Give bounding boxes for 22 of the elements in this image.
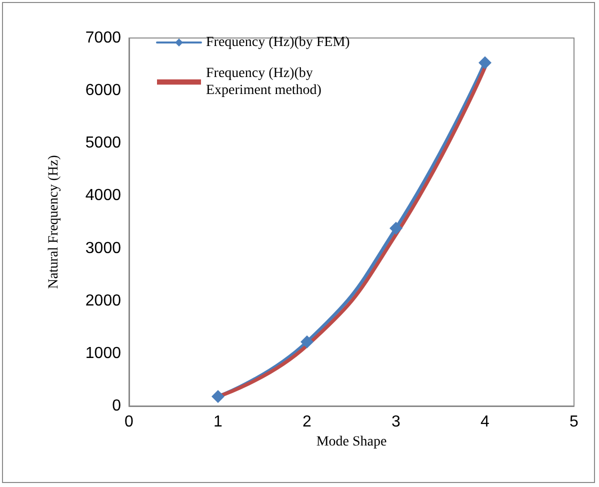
point [478, 56, 492, 70]
y-tick-label: 3000 [85, 240, 122, 257]
x-tick-label: 5 [570, 414, 579, 430]
y-tick-label: 1000 [85, 344, 122, 362]
point [390, 222, 402, 235]
point [300, 335, 314, 348]
point [212, 390, 224, 404]
y-tick-label: 5000 [85, 134, 122, 152]
y-tick-label: 4000 [85, 187, 122, 204]
y-tick-label: 2000 [85, 292, 122, 310]
y-tick-label: 0 [112, 398, 122, 414]
x-axis-title: Mode Shape [316, 434, 387, 450]
x-tick-label: 2 [302, 414, 312, 430]
y-axis-title: Natural Frequency (Hz) [46, 154, 62, 289]
y-tick-label: 7000 [85, 30, 122, 46]
x-tick-label: 3 [392, 414, 401, 430]
y-tick-label: 6000 [85, 82, 122, 100]
legend-label: Frequency (Hz)(by Experiment method) [206, 66, 322, 98]
legend-label: Frequency (Hz)(by FEM) [206, 35, 350, 50]
x-tick-label: 4 [480, 414, 490, 430]
x-tick-label: 0 [124, 414, 134, 430]
x-tick-label: 1 [214, 414, 223, 430]
